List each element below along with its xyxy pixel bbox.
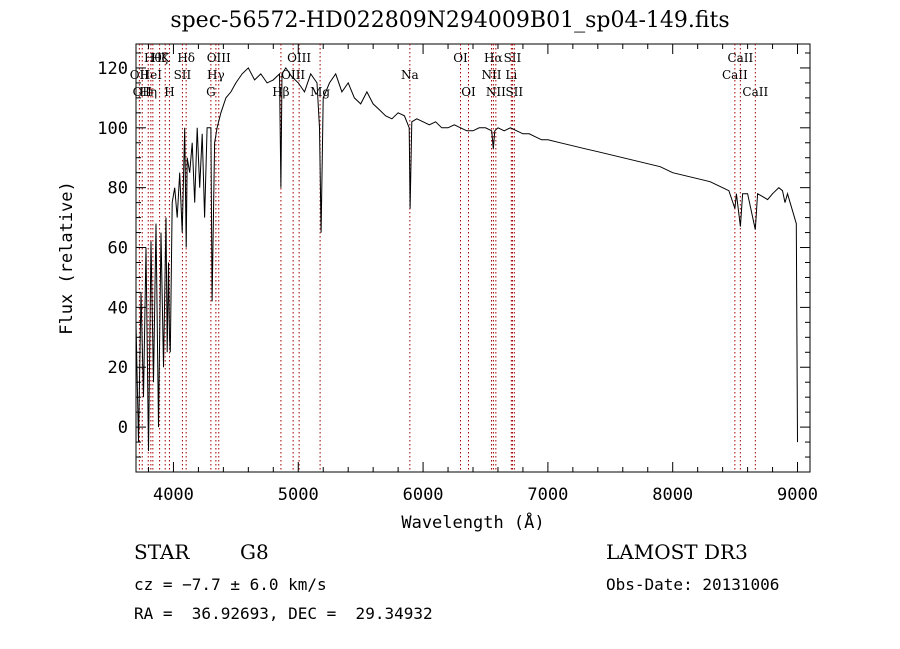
x-tick-label: 6000 (403, 485, 444, 505)
x-tick-label: 9000 (777, 485, 818, 505)
line-marker-label: SII (505, 85, 523, 99)
line-marker-label: Hβ (272, 85, 289, 99)
y-tick-label: 100 (97, 119, 128, 139)
x-axis-label: Wavelength (Å) (401, 511, 544, 533)
line-marker-label: HeI (140, 68, 163, 82)
line-marker-label: H (164, 85, 174, 99)
line-marker-label: OI (461, 85, 476, 99)
line-marker-label: Hδ (177, 51, 195, 65)
plot-frame (135, 43, 811, 473)
plot-title: spec-56572-HD022809N294009B01_sp04-149.f… (170, 8, 730, 33)
line-marker-label: OI (453, 51, 468, 65)
line-marker-label: CaII (727, 51, 753, 65)
y-tick-label: 80 (108, 179, 128, 199)
line-marker-label: Li (505, 68, 517, 82)
x-tick-label: 7000 (527, 485, 568, 505)
y-axis-label: Flux (relative) (57, 181, 77, 335)
line-marker-label: OIII (207, 51, 231, 65)
y-tick-label: 0 (118, 418, 128, 438)
y-tick-label: 60 (108, 239, 128, 259)
object-subclass: G8 (240, 540, 269, 564)
x-tick-label: 4000 (153, 485, 194, 505)
x-tick-label: 5000 (278, 485, 319, 505)
line-marker-group: OIIOIIHηHeIHθHζKHSIIHδGHγOIIIHβOIIIOIIIM… (130, 44, 768, 472)
line-marker-label: Hα (484, 51, 503, 65)
ra-dec-coordinates: RA = 36.92693, DEC = 29.34932 (134, 604, 433, 623)
line-marker-label: CaII (742, 85, 768, 99)
spectrum-line (135, 66, 798, 452)
line-marker-label: OII (130, 68, 150, 82)
line-marker-label: Hθ (144, 51, 162, 65)
y-tick-label: 120 (97, 59, 128, 79)
x-tick-label: 8000 (652, 485, 693, 505)
line-marker-label: Hη (139, 85, 157, 99)
line-marker-label: SII (504, 51, 522, 65)
line-marker-label: Na (401, 68, 419, 82)
line-marker-label: NII (486, 85, 506, 99)
line-marker-label: Hγ (207, 68, 225, 82)
line-marker-label: NII (481, 68, 501, 82)
line-marker-label: OII (133, 85, 153, 99)
axis-ticks: 4000 5000 6000 7000 8000 9000 0 20 40 60 80 100 120 (97, 44, 818, 505)
line-marker-label: G (206, 85, 216, 99)
observation-date: Obs-Date: 20131006 (606, 575, 780, 594)
line-marker-label: K (161, 51, 171, 65)
line-marker-label: Mg (310, 85, 330, 99)
line-marker-label: CaII (722, 68, 748, 82)
y-tick-label: 40 (108, 298, 128, 318)
redshift-velocity: cz = −7.7 ± 6.0 km/s (134, 575, 327, 594)
line-marker-label: OIII (281, 68, 305, 82)
object-class: STAR (134, 540, 190, 564)
line-marker-label: OIII (287, 51, 311, 65)
line-marker-label: SII (174, 68, 192, 82)
survey-name: LAMOST DR3 (606, 540, 748, 564)
y-tick-label: 20 (108, 358, 128, 378)
line-marker-label: Hζ (151, 51, 168, 65)
